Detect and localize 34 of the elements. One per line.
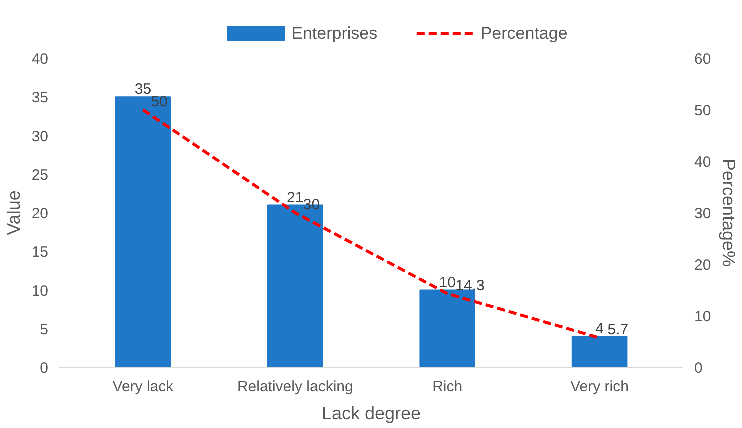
x-tick-label: Relatively lacking xyxy=(237,378,354,396)
y2-tick-label: 60 xyxy=(694,51,712,68)
legend-label: Enterprises xyxy=(292,24,378,43)
y-tick-label: 35 xyxy=(32,90,49,107)
y-axis-title: Value xyxy=(4,190,24,236)
y-tick-label: 5 xyxy=(40,321,48,338)
bar xyxy=(115,96,172,368)
data-label: 5.7 xyxy=(608,322,629,339)
y-tick-label: 25 xyxy=(32,166,49,184)
legend-label: Percentage xyxy=(480,24,568,43)
y2-tick-label: 50 xyxy=(694,102,712,120)
y-tick-label: 10 xyxy=(32,282,49,300)
x-tick-label: Very rich xyxy=(570,378,629,396)
y2-axis-title: Percentage% xyxy=(719,158,740,268)
bar xyxy=(572,336,628,368)
y2-tick-label: 40 xyxy=(694,154,712,171)
y-tick-label: 0 xyxy=(40,360,48,377)
data-label: 10 xyxy=(439,274,456,292)
bar xyxy=(420,290,476,368)
y-tick-label: 20 xyxy=(32,206,49,222)
y2-tick-label: 10 xyxy=(694,308,712,326)
y-tick-label: 30 xyxy=(32,128,49,146)
y2-tick-label: 20 xyxy=(694,257,712,274)
y2-tick-label: 30 xyxy=(694,206,712,222)
x-tick-label: Rich xyxy=(432,378,463,396)
y-tick-label: 15 xyxy=(32,244,49,262)
data-label: 21 xyxy=(287,189,304,206)
x-tick-label: Very lack xyxy=(112,378,174,396)
data-label: 35 xyxy=(134,81,152,98)
y-tick-label: 40 xyxy=(32,51,49,68)
data-label: 50 xyxy=(151,94,168,110)
y2-tick-label: 0 xyxy=(694,360,703,377)
data-label: 4 xyxy=(596,320,604,338)
x-axis-title: Lack degree xyxy=(322,404,422,424)
